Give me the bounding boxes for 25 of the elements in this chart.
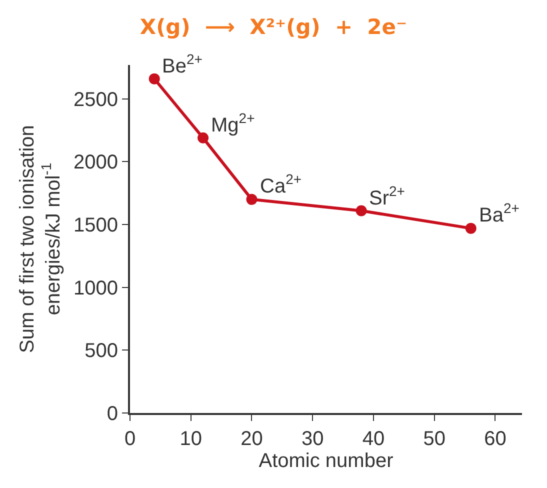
x-tick-label: 50 xyxy=(423,428,446,450)
point xyxy=(356,205,367,216)
y-tick-label: 1000 xyxy=(74,277,118,300)
x-tick-label: 30 xyxy=(301,428,324,450)
annotation: Sr$^{2+}$ xyxy=(369,183,405,210)
point xyxy=(198,132,209,144)
point xyxy=(465,222,476,234)
x-tick-label: 40 xyxy=(362,428,385,450)
x-tick-label: 60 xyxy=(484,428,506,450)
x-tick-label: 0 xyxy=(124,428,136,450)
point xyxy=(246,194,258,205)
annotation: Ca$^{2+}$ xyxy=(260,171,302,198)
y-tick-label: 1500 xyxy=(74,214,118,237)
x-tick-label: 20 xyxy=(240,428,263,450)
y-tick-label: 500 xyxy=(84,340,118,362)
y-tick-label: 2000 xyxy=(74,152,118,174)
annotation: Be$^{2+}$ xyxy=(162,51,202,78)
point xyxy=(148,73,160,84)
annotation: Ba$^{2+}$ xyxy=(479,200,520,226)
y-tick-label: 2500 xyxy=(74,88,118,111)
x-tick-label: 10 xyxy=(180,428,202,450)
annotation: Mg$^{2+}$ xyxy=(211,110,255,136)
y-tick-label: 0 xyxy=(106,403,118,425)
chart-title: X(g) ⟶ X²⁺(g) + 2e⁻ xyxy=(140,15,408,40)
x-axis-title: Atomic number xyxy=(258,450,394,472)
